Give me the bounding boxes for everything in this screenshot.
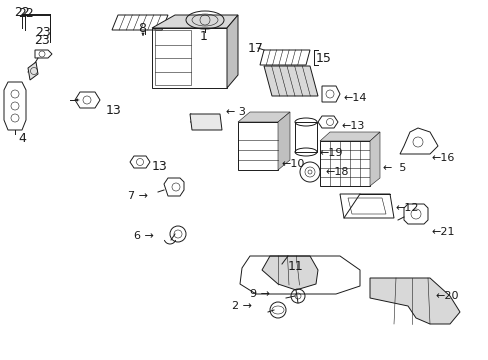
- Text: 17: 17: [247, 41, 264, 54]
- Text: ←19: ←19: [319, 148, 343, 158]
- Polygon shape: [226, 15, 238, 88]
- Text: 15: 15: [315, 51, 331, 64]
- Text: 23: 23: [34, 33, 50, 46]
- Text: ←18: ←18: [325, 167, 349, 177]
- Polygon shape: [278, 112, 289, 170]
- Text: 22: 22: [14, 5, 30, 18]
- Bar: [238, 122, 278, 170]
- Text: 23: 23: [35, 26, 51, 39]
- Text: 2 →: 2 →: [231, 301, 251, 311]
- Text: 8: 8: [138, 22, 146, 35]
- Text: ←12: ←12: [394, 203, 418, 213]
- Bar: [294, 122, 316, 152]
- Text: 6 →: 6 →: [134, 231, 154, 241]
- Text: 13: 13: [106, 104, 122, 117]
- Bar: [155, 30, 191, 85]
- Polygon shape: [369, 132, 379, 186]
- Polygon shape: [319, 132, 379, 141]
- Text: ←10: ←10: [282, 159, 305, 169]
- Text: ← 3: ← 3: [225, 107, 245, 117]
- Polygon shape: [152, 15, 238, 28]
- Polygon shape: [190, 114, 222, 130]
- Text: ←  5: ← 5: [382, 163, 406, 173]
- Text: ←14: ←14: [343, 93, 367, 103]
- Text: ←13: ←13: [341, 121, 365, 131]
- Polygon shape: [369, 278, 459, 324]
- Bar: [152, 28, 226, 88]
- Text: 1: 1: [200, 30, 207, 42]
- Text: ←20: ←20: [434, 291, 458, 301]
- Polygon shape: [28, 62, 38, 80]
- Text: 9 →: 9 →: [249, 289, 269, 299]
- Text: ←21: ←21: [431, 227, 454, 237]
- Text: 11: 11: [287, 260, 303, 273]
- Text: 7 →: 7 →: [128, 191, 148, 201]
- Polygon shape: [262, 256, 317, 290]
- Bar: [319, 141, 369, 186]
- Text: 13: 13: [152, 159, 167, 172]
- Text: 4: 4: [18, 131, 26, 144]
- Text: 22: 22: [18, 6, 34, 19]
- Polygon shape: [238, 112, 289, 122]
- Polygon shape: [264, 66, 317, 96]
- Text: ←16: ←16: [431, 153, 454, 163]
